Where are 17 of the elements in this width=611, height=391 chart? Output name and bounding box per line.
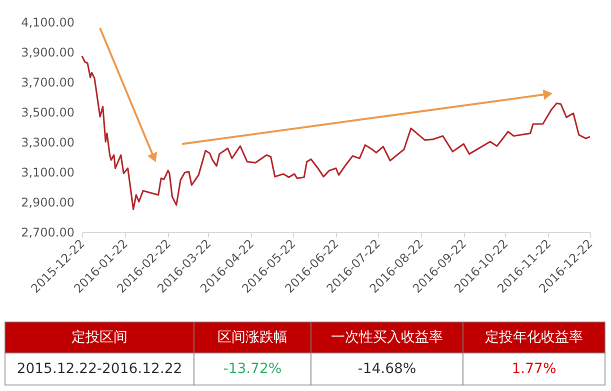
y-tick-label: 3,700.00 — [21, 76, 74, 90]
text: 定投区间 — [72, 330, 128, 346]
text: 1.77% — [512, 361, 556, 377]
text: -13.72% — [223, 361, 282, 377]
line-series — [81, 55, 591, 210]
text: 定投年化收益率 — [485, 330, 583, 346]
y-tick-label: 3,900.00 — [21, 46, 74, 60]
text: 区间涨跌幅 — [218, 330, 288, 346]
text: 2015.12.22-2016.12.22 — [16, 361, 182, 377]
y-tick-label: 3,100.00 — [21, 166, 74, 180]
y-tick-label: 3,500.00 — [21, 106, 74, 120]
y-tick-label: 2,900.00 — [21, 196, 74, 210]
y-tick-label: 2,700.00 — [21, 226, 74, 240]
text: -14.68% — [358, 361, 416, 377]
text: 一次性买入收益率 — [331, 330, 443, 346]
y-tick-label: 4,100.00 — [21, 16, 74, 30]
y-tick-label: 3,300.00 — [21, 136, 74, 150]
